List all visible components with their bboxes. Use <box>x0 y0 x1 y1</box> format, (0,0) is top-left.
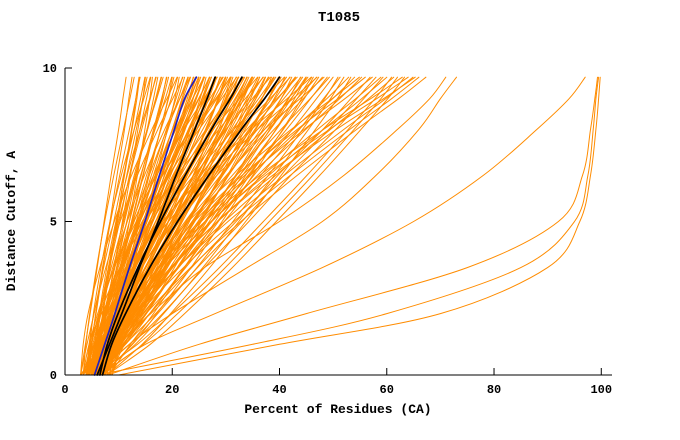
x-tick-label: 60 <box>380 383 394 397</box>
x-tick-label: 100 <box>590 383 612 397</box>
y-tick-label: 5 <box>50 216 57 230</box>
model-curve-orange <box>102 76 254 376</box>
model-curve-orange <box>101 76 231 376</box>
y-tick-label: 0 <box>50 369 57 383</box>
model-curve-orange <box>82 76 135 376</box>
model-curve-orange <box>96 76 248 376</box>
model-curve-orange <box>106 76 253 376</box>
model-curve-orange <box>90 76 157 376</box>
model-curve-orange <box>85 76 267 376</box>
model-curve-orange <box>82 76 191 376</box>
model-curve-orange <box>82 76 312 376</box>
model-curve-orange <box>98 76 403 376</box>
axes-layer: 0 20 40 60 80 100 0 5 10 <box>43 62 612 397</box>
model-curve-orange <box>86 76 184 376</box>
curves-layer <box>80 76 601 376</box>
x-tick-label: 40 <box>272 383 286 397</box>
model-curve-orange <box>96 76 600 376</box>
model-curve-orange <box>93 76 339 376</box>
model-curve-black <box>101 76 281 376</box>
model-curve-orange <box>88 76 151 376</box>
model-curve-orange <box>98 76 279 376</box>
chart-title: T1085 <box>318 10 360 26</box>
model-curve-orange <box>96 76 457 376</box>
model-curve-black <box>99 76 243 376</box>
model-curve-blue <box>93 76 198 376</box>
model-curve-orange <box>107 76 598 376</box>
x-tick-label: 80 <box>487 383 501 397</box>
model-curve-orange <box>99 76 345 376</box>
model-curve-orange <box>106 76 352 376</box>
model-curve-orange <box>96 76 205 376</box>
model-curve-black <box>96 76 217 376</box>
x-tick-label: 20 <box>165 383 179 397</box>
x-axis-label: Percent of Residues (CA) <box>244 402 431 417</box>
model-curve-orange <box>80 76 178 376</box>
model-curve-orange <box>102 76 586 376</box>
y-tick-label: 10 <box>43 62 57 76</box>
model-curve-orange <box>96 76 205 376</box>
y-axis-label: Distance Cutoff, A <box>4 151 19 292</box>
x-tick-label: 0 <box>61 383 68 397</box>
model-curve-orange <box>93 76 296 376</box>
model-curve-orange <box>96 76 377 376</box>
model-curve-orange <box>90 76 199 376</box>
model-curve-orange <box>93 76 393 376</box>
model-curve-orange <box>91 76 447 376</box>
model-curve-orange <box>118 76 601 376</box>
model-curve-orange <box>93 76 240 376</box>
model-curve-orange <box>111 76 416 376</box>
model-curve-orange <box>96 76 420 376</box>
